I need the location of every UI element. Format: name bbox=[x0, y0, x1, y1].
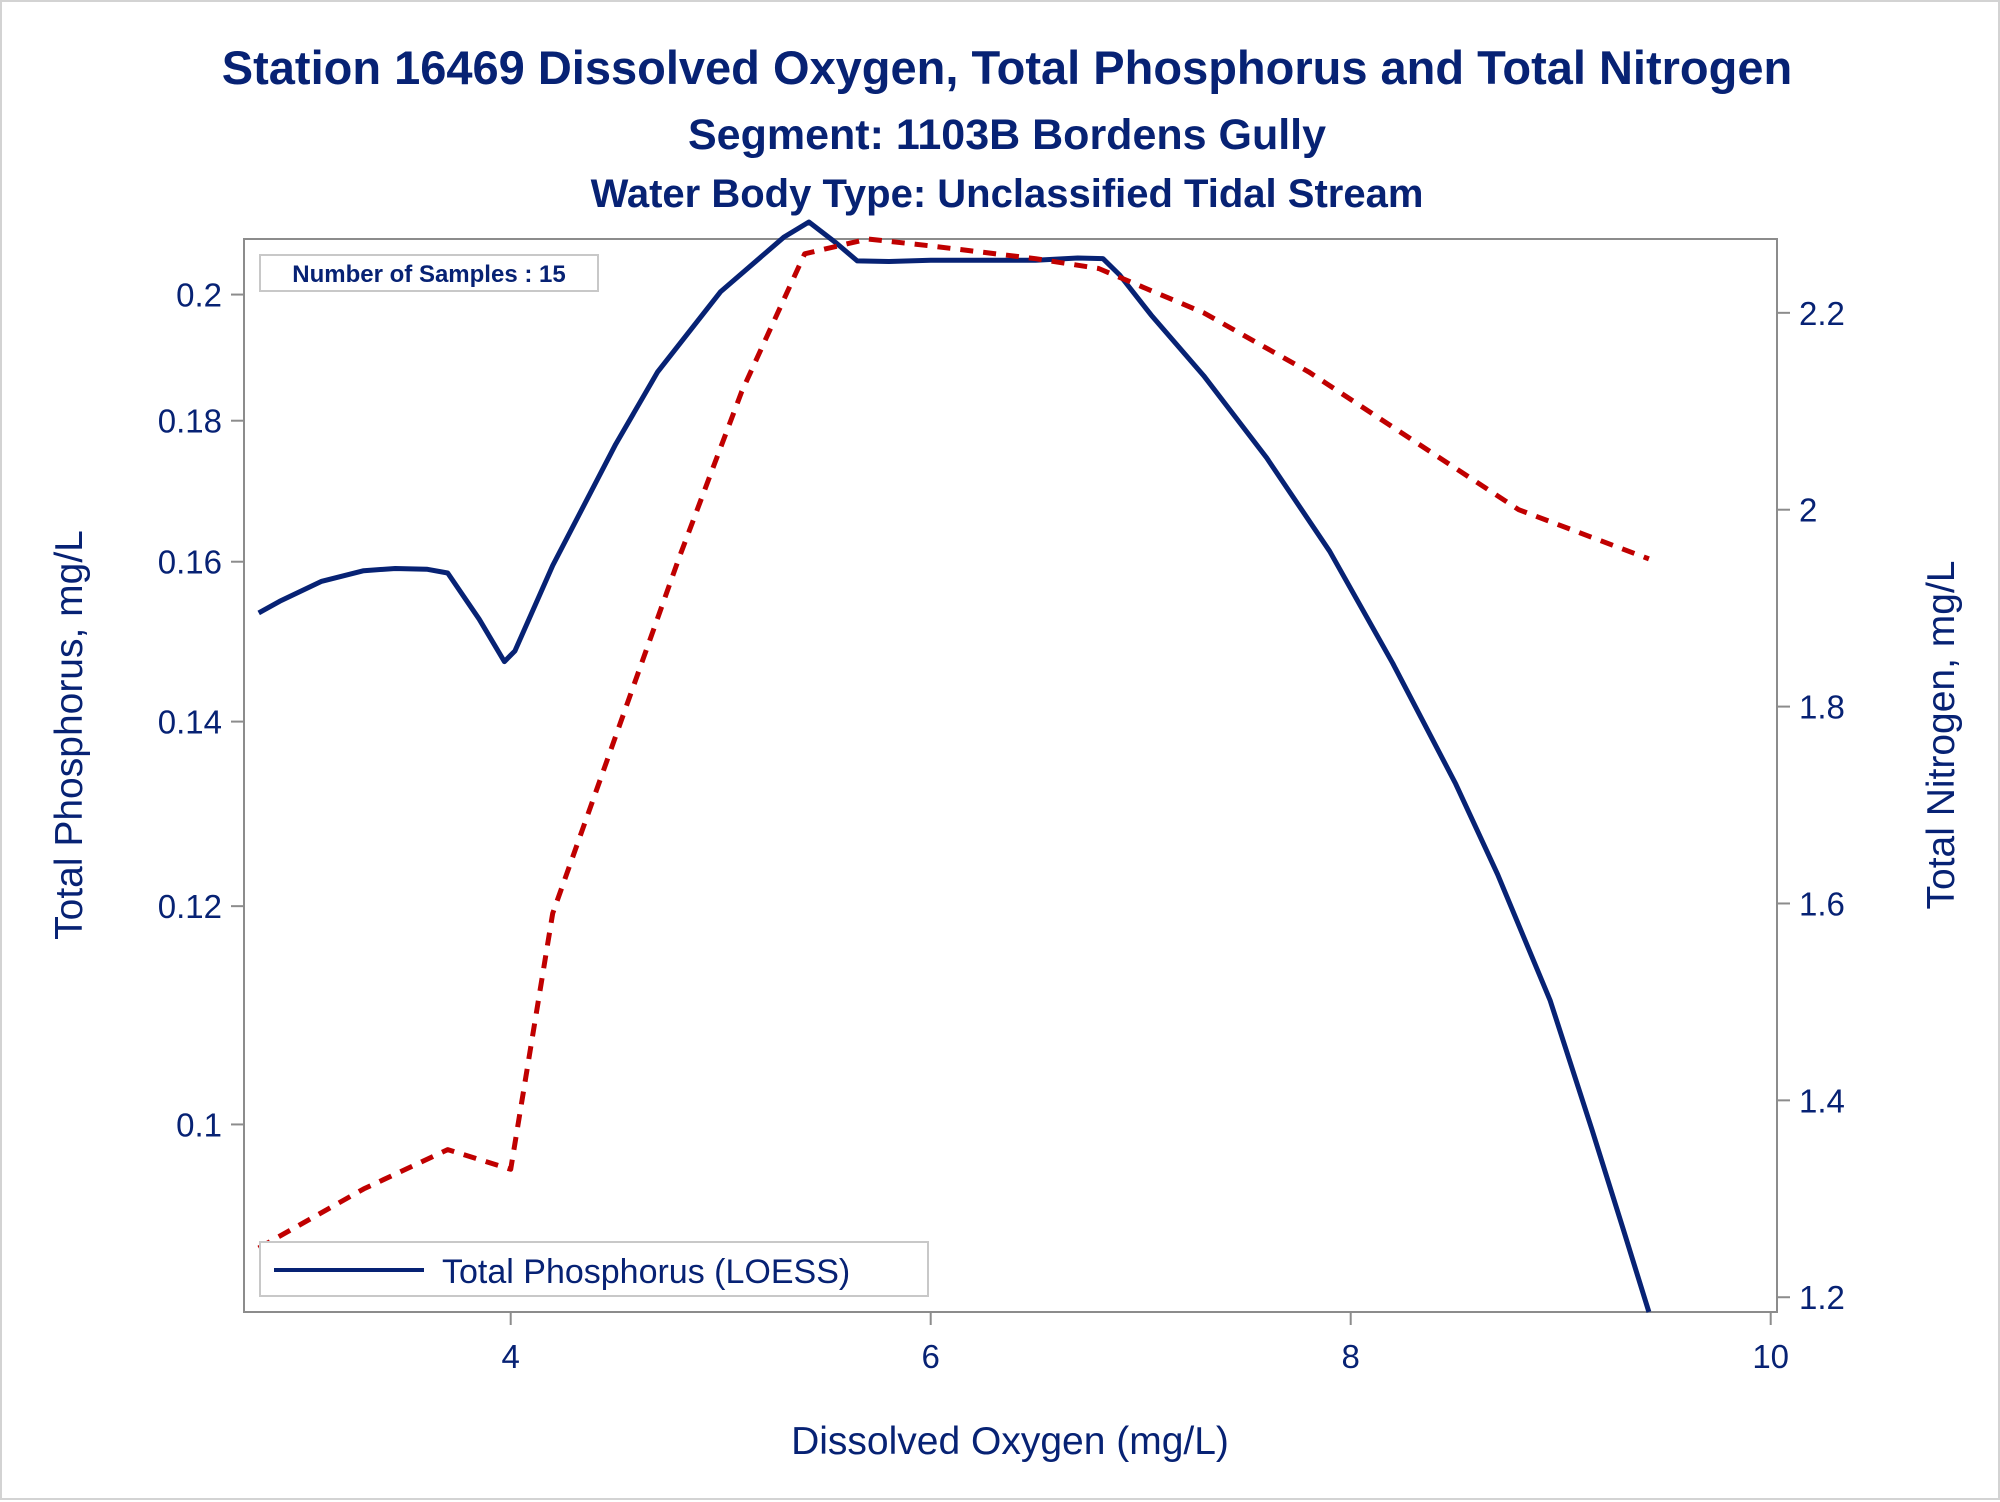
x-tick-label: 10 bbox=[1752, 1338, 1789, 1375]
y-left-tick-label: 0.14 bbox=[158, 704, 222, 741]
x-axis: 4 6 8 10 bbox=[502, 1312, 1789, 1375]
x-tick-label: 8 bbox=[1342, 1338, 1360, 1375]
sample-count-inset: Number of Samples : 15 bbox=[259, 254, 599, 292]
total-phosphorus-line bbox=[257, 219, 1652, 1313]
plot-area bbox=[243, 238, 1778, 1313]
x-axis-label: Dissolved Oxygen (mg/L) bbox=[791, 1420, 1229, 1463]
sample-count-text: Number of Samples : 15 bbox=[292, 261, 565, 288]
y-left-tick-label: 0.16 bbox=[158, 544, 222, 581]
legend-label: Total Phosphorus (LOESS) bbox=[442, 1253, 850, 1291]
y-right-tick-label: 2.2 bbox=[1799, 295, 1845, 332]
y-right-tick-label: 2 bbox=[1799, 492, 1817, 529]
y-right-tick-label: 1.2 bbox=[1799, 1279, 1845, 1316]
y-left-tick-label: 0.2 bbox=[176, 277, 222, 314]
chart-subtitle-2: Water Body Type: Unclassified Tidal Stre… bbox=[591, 172, 1424, 216]
y-left-tick-label: 0.12 bbox=[158, 888, 222, 925]
x-tick-label: 4 bbox=[502, 1338, 520, 1375]
y-axis-left: 0.1 0.12 0.14 0.16 0.18 0.2 bbox=[158, 277, 244, 1143]
series-layer bbox=[257, 219, 1652, 1313]
y-left-tick-label: 0.1 bbox=[176, 1106, 222, 1143]
x-tick-label: 6 bbox=[922, 1338, 940, 1375]
y-right-tick-label: 1.6 bbox=[1799, 885, 1845, 922]
y-axis-right: 1.2 1.4 1.6 1.8 2 2.2 bbox=[1777, 295, 1845, 1316]
y-axis-left-label: Total Phosphorus, mg/L bbox=[48, 530, 91, 940]
inset-box bbox=[259, 254, 599, 292]
y-left-tick-label: 0.18 bbox=[158, 403, 222, 440]
chart-title: Station 16469 Dissolved Oxygen, Total Ph… bbox=[222, 41, 1792, 94]
y-right-tick-label: 1.4 bbox=[1799, 1082, 1845, 1119]
legend: Total Phosphorus (LOESS) bbox=[259, 1241, 929, 1297]
chart-subtitle: Segment: 1103B Bordens Gully bbox=[688, 111, 1326, 159]
total-nitrogen-line bbox=[257, 236, 1650, 1251]
y-axis-right-label: Total Nitrogen, mg/L bbox=[1920, 560, 1963, 909]
y-right-tick-label: 1.8 bbox=[1799, 689, 1845, 726]
